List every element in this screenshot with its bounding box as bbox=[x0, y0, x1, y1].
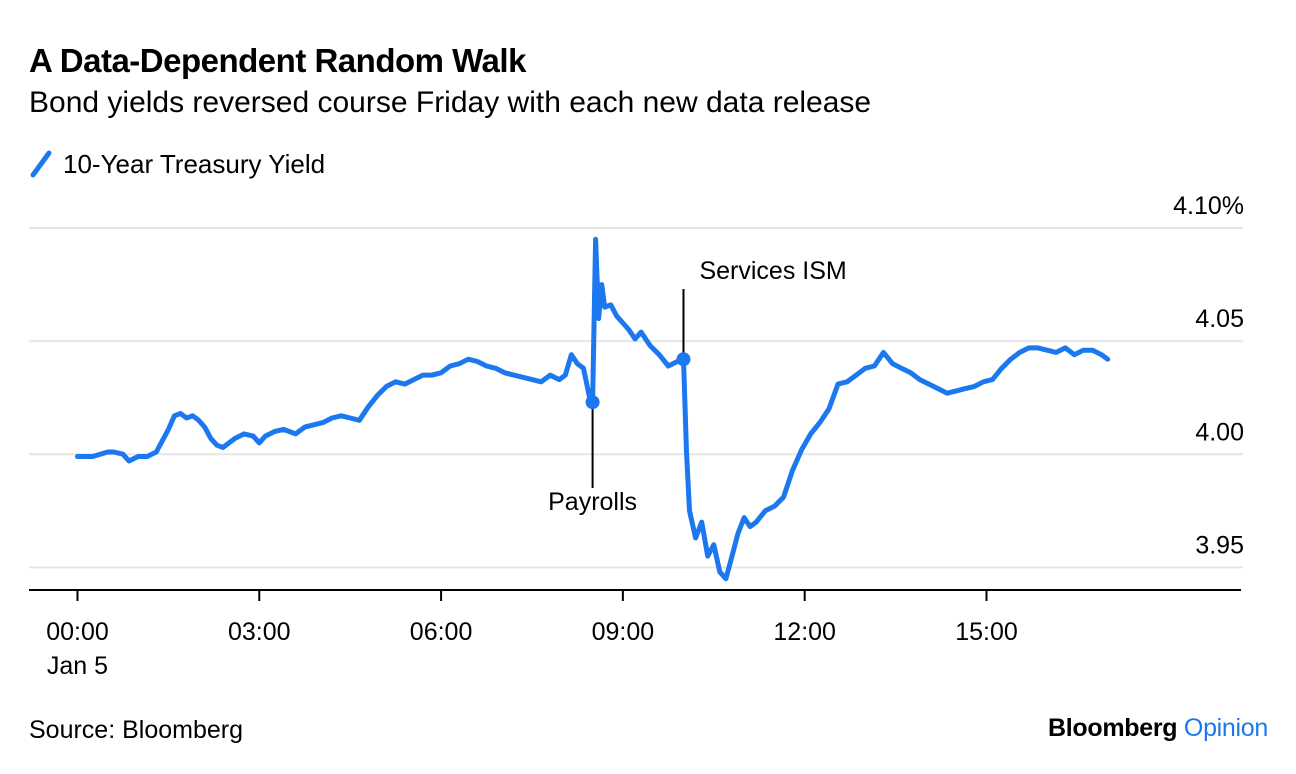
x-tick-label: 03:00 bbox=[228, 618, 291, 646]
y-axis-labels: 3.95 4.00 4.05 4.10% bbox=[1173, 192, 1244, 559]
source-note: Source: Bloomberg bbox=[29, 716, 244, 744]
legend-label: 10-Year Treasury Yield bbox=[63, 148, 326, 179]
x-tick-label: 12:00 bbox=[773, 618, 836, 646]
y-tick-label: 4.05 bbox=[1195, 305, 1244, 333]
annotation-marker bbox=[676, 352, 691, 367]
slash-line-icon bbox=[30, 150, 52, 178]
annotations: Payrolls Services ISM bbox=[548, 257, 847, 516]
y-tick-label: 4.10% bbox=[1173, 192, 1244, 220]
y-tick-label: 3.95 bbox=[1195, 531, 1244, 559]
y-tick-label: 4.00 bbox=[1195, 418, 1244, 446]
x-tick-label: 09:00 bbox=[592, 618, 655, 646]
annotation-label: Payrolls bbox=[548, 488, 637, 516]
brand-main: Bloomberg bbox=[1048, 714, 1178, 742]
brand-accent: Opinion bbox=[1183, 714, 1268, 742]
x-tick-label: 15:00 bbox=[955, 618, 1018, 646]
chart-subtitle: Bond yields reversed course Friday with … bbox=[29, 86, 872, 119]
gridlines bbox=[29, 227, 1243, 569]
x-tick-label: 00:00 bbox=[46, 618, 109, 646]
x-tick-sublabel: Jan 5 bbox=[47, 652, 108, 680]
x-tick-label: 06:00 bbox=[410, 618, 473, 646]
legend: 10-Year Treasury Yield bbox=[29, 148, 325, 180]
x-axis bbox=[29, 589, 1241, 601]
brand-logo: Bloomberg Opinion bbox=[1048, 714, 1268, 743]
series-line bbox=[75, 236, 1111, 582]
annotation-label: Services ISM bbox=[699, 257, 846, 285]
x-axis-labels: 00:00 Jan 5 03:00 06:00 09:00 12:00 15:00 bbox=[46, 618, 1018, 680]
annotation-marker bbox=[585, 395, 600, 410]
chart-title: A Data-Dependent Random Walk bbox=[29, 42, 526, 79]
series-layer bbox=[75, 236, 1111, 582]
